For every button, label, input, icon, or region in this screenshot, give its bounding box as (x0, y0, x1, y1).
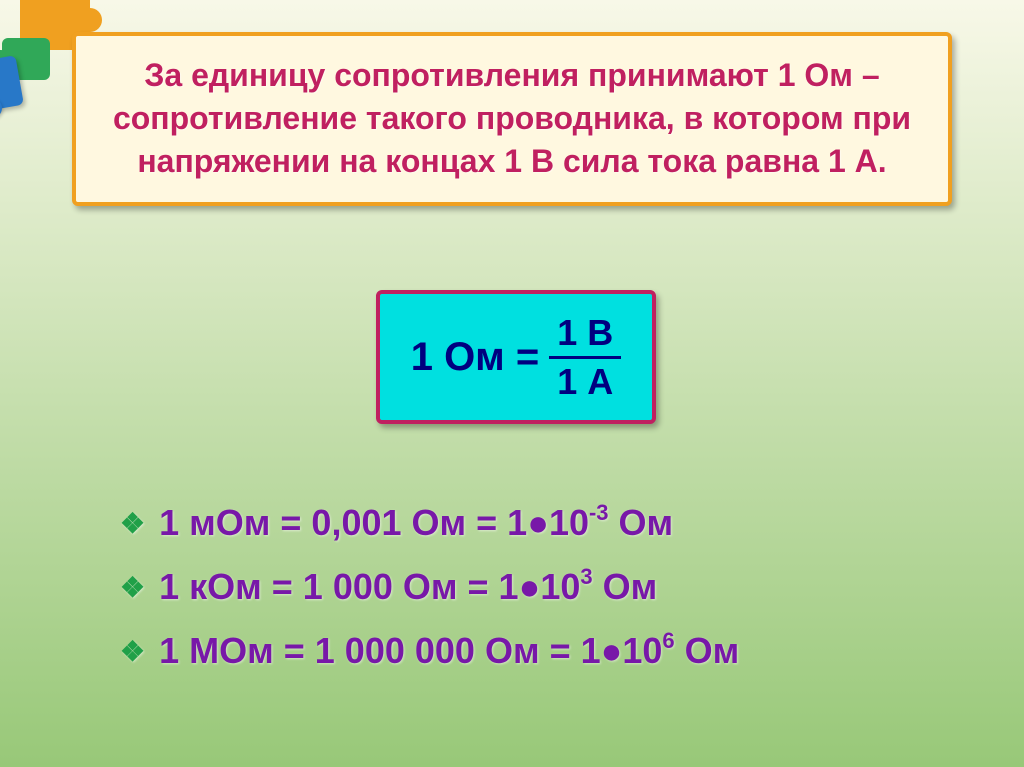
formula-numerator: 1 В (549, 312, 621, 356)
formula-left: 1 Ом = (411, 335, 540, 380)
bullet-icon: ❖ (120, 571, 145, 604)
formula-box: 1 Ом = 1 В 1 А (376, 290, 656, 424)
bullet-icon: ❖ (120, 507, 145, 540)
conversion-text: 1 МОм = 1 000 000 Ом = 1●106 Ом (159, 630, 739, 672)
bullet-icon: ❖ (120, 635, 145, 668)
formula: 1 Ом = 1 В 1 А (411, 312, 622, 403)
conversion-row: ❖ 1 мОм = 0,001 Ом = 1●10-3 Ом (120, 502, 904, 544)
definition-box: За единицу сопротивления принимают 1 Ом … (72, 32, 952, 206)
formula-denominator: 1 А (549, 359, 621, 403)
formula-fraction: 1 В 1 А (549, 312, 621, 403)
conversion-row: ❖ 1 кОм = 1 000 Ом = 1●103 Ом (120, 566, 904, 608)
conversion-text: 1 кОм = 1 000 Ом = 1●103 Ом (159, 566, 657, 608)
conversions-list: ❖ 1 мОм = 0,001 Ом = 1●10-3 Ом ❖ 1 кОм =… (120, 480, 904, 694)
conversion-row: ❖ 1 МОм = 1 000 000 Ом = 1●106 Ом (120, 630, 904, 672)
conversion-text: 1 мОм = 0,001 Ом = 1●10-3 Ом (159, 502, 673, 544)
definition-text: За единицу сопротивления принимают 1 Ом … (104, 54, 920, 184)
